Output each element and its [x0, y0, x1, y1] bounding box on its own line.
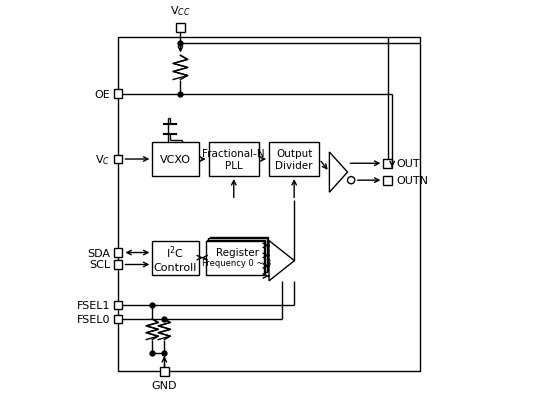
Bar	[208, 238, 266, 273]
Bar	[114, 90, 122, 99]
Text: Fractional-N
PLL: Fractional-N PLL	[202, 149, 265, 171]
Text: OUTN: OUTN	[396, 176, 428, 186]
Polygon shape	[269, 241, 294, 281]
Text: OE: OE	[95, 90, 111, 99]
Text: OUT: OUT	[396, 159, 420, 169]
Text: SCL: SCL	[89, 260, 111, 270]
Text: GND: GND	[152, 380, 177, 390]
Text: I$^2$C
Controll: I$^2$C Controll	[154, 244, 197, 272]
Bar	[160, 367, 169, 376]
Polygon shape	[329, 153, 348, 193]
Text: Register: Register	[216, 247, 258, 257]
Bar	[114, 301, 122, 310]
Text: SDA: SDA	[88, 248, 111, 258]
Bar	[114, 155, 122, 164]
Text: Output
Divider: Output Divider	[276, 149, 313, 171]
Bar	[114, 249, 122, 257]
Text: V$_C$: V$_C$	[95, 153, 111, 166]
Circle shape	[348, 177, 355, 184]
Bar	[152, 143, 199, 177]
Bar	[383, 176, 392, 185]
Text: VCXO: VCXO	[160, 155, 191, 164]
Bar	[210, 237, 268, 271]
Text: V$_{CC}$: V$_{CC}$	[170, 4, 191, 18]
Text: Frequency 0 ~ 3: Frequency 0 ~ 3	[202, 258, 272, 267]
Bar	[152, 241, 199, 275]
Text: FSEL1: FSEL1	[77, 300, 111, 310]
Bar	[207, 240, 265, 274]
Bar	[209, 143, 259, 177]
Bar	[383, 160, 392, 168]
Bar	[176, 24, 185, 33]
Bar	[118, 38, 420, 371]
Bar	[114, 261, 122, 269]
Text: FSEL0: FSEL0	[77, 314, 111, 324]
Bar	[206, 241, 264, 275]
Bar	[114, 315, 122, 324]
Bar	[269, 143, 319, 177]
